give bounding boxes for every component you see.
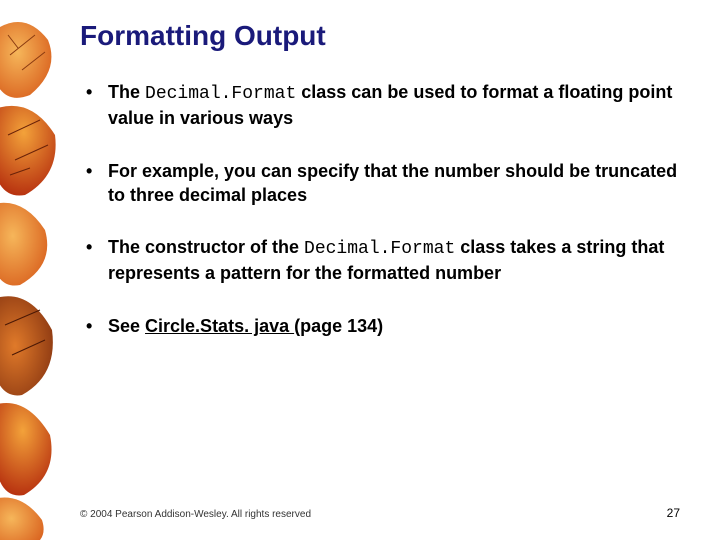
leaf-sidebar-decoration [0, 0, 64, 540]
slide-title: Formatting Output [80, 20, 680, 52]
bullet-item: See Circle.Stats. java (page 134) [80, 314, 680, 338]
bullet-item: For example, you can specify that the nu… [80, 159, 680, 208]
page-number: 27 [667, 506, 680, 520]
code-text: Decimal.Format [145, 84, 296, 104]
copyright-text: © 2004 Pearson Addison-Wesley. All right… [80, 509, 311, 520]
slide-content: Formatting Output The Decimal.Format cla… [80, 20, 680, 366]
bullet-text-pre: The constructor of the [108, 237, 304, 257]
bullet-list: The Decimal.Format class can be used to … [80, 80, 680, 338]
bullet-text-pre: The [108, 82, 145, 102]
bullet-item: The Decimal.Format class can be used to … [80, 80, 680, 131]
link-text: Circle.Stats. java [145, 316, 294, 336]
slide-footer: © 2004 Pearson Addison-Wesley. All right… [80, 506, 680, 520]
bullet-text-pre: See [108, 316, 145, 336]
bullet-text-post: (page 134) [294, 316, 383, 336]
bullet-item: The constructor of the Decimal.Format cl… [80, 235, 680, 286]
code-text: Decimal.Format [304, 239, 455, 259]
bullet-text: For example, you can specify that the nu… [108, 161, 677, 205]
